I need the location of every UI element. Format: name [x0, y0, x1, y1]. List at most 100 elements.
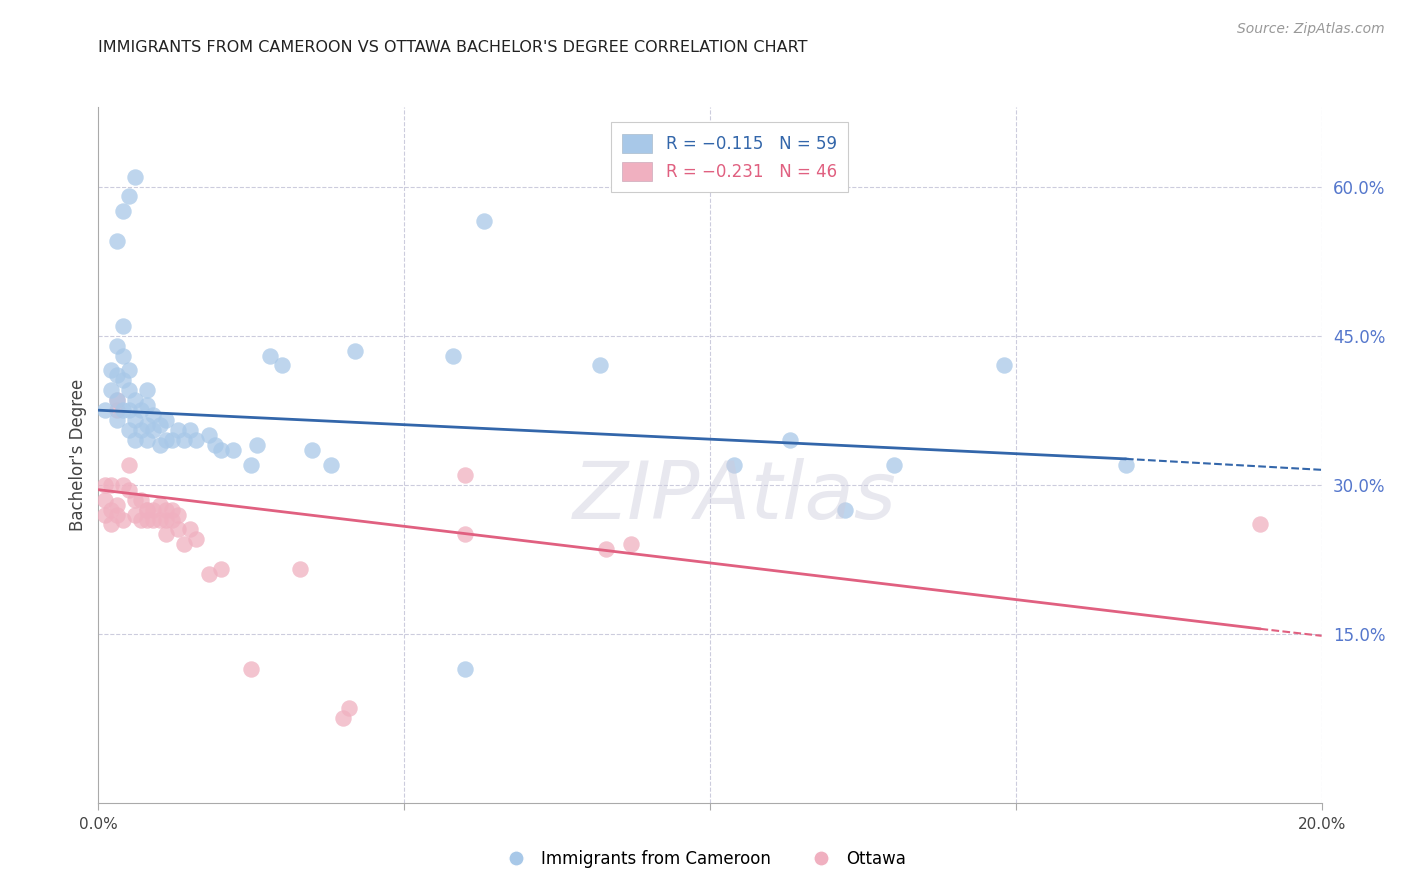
Point: [619, 537, 641, 551]
Point: [186, 533, 208, 547]
Point: [118, 363, 141, 377]
Point: [155, 527, 177, 541]
Point: [111, 204, 134, 219]
Point: [100, 517, 122, 532]
Point: [129, 492, 152, 507]
Point: [136, 502, 159, 516]
Point: [142, 502, 165, 516]
Point: [105, 393, 128, 408]
Point: [105, 368, 128, 383]
Point: [222, 442, 245, 457]
Point: [111, 318, 134, 333]
Point: [454, 467, 477, 482]
Point: [118, 423, 141, 437]
Point: [142, 423, 165, 437]
Text: IMMIGRANTS FROM CAMEROON VS OTTAWA BACHELOR'S DEGREE CORRELATION CHART: IMMIGRANTS FROM CAMEROON VS OTTAWA BACHE…: [98, 40, 808, 55]
Point: [149, 418, 172, 433]
Point: [472, 214, 495, 228]
Point: [111, 373, 134, 387]
Point: [197, 567, 219, 582]
Point: [173, 537, 195, 551]
Point: [173, 433, 195, 447]
Point: [155, 413, 177, 427]
Point: [332, 711, 354, 725]
Point: [105, 393, 128, 408]
Point: [129, 512, 152, 526]
Point: [240, 662, 263, 676]
Point: [186, 433, 208, 447]
Point: [149, 438, 172, 452]
Point: [124, 169, 146, 184]
Legend: R = −0.115   N = 59, R = −0.231   N = 46: R = −0.115 N = 59, R = −0.231 N = 46: [610, 122, 848, 193]
Point: [454, 662, 477, 676]
Point: [124, 393, 146, 408]
Point: [129, 403, 152, 417]
Point: [142, 512, 165, 526]
Text: ZIPAtlas: ZIPAtlas: [572, 458, 897, 536]
Point: [1249, 517, 1271, 532]
Point: [124, 508, 146, 522]
Point: [259, 349, 281, 363]
Point: [118, 384, 141, 398]
Y-axis label: Bachelor's Degree: Bachelor's Degree: [69, 379, 87, 531]
Point: [100, 384, 122, 398]
Point: [240, 458, 263, 472]
Point: [319, 458, 342, 472]
Point: [136, 433, 159, 447]
Point: [118, 483, 141, 497]
Point: [209, 442, 232, 457]
Point: [167, 423, 190, 437]
Point: [160, 433, 183, 447]
Point: [100, 477, 122, 491]
Point: [105, 234, 128, 248]
Point: [100, 363, 122, 377]
Point: [209, 562, 232, 576]
Point: [93, 492, 115, 507]
Point: [441, 349, 464, 363]
Point: [246, 438, 269, 452]
Point: [105, 508, 128, 522]
Point: [589, 359, 612, 373]
Point: [105, 413, 128, 427]
Point: [105, 498, 128, 512]
Point: [100, 502, 122, 516]
Point: [118, 403, 141, 417]
Point: [290, 562, 312, 576]
Point: [118, 458, 141, 472]
Point: [179, 523, 201, 537]
Point: [105, 403, 128, 417]
Point: [723, 458, 745, 472]
Point: [167, 523, 190, 537]
Point: [834, 502, 856, 516]
Point: [111, 477, 134, 491]
Point: [454, 527, 477, 541]
Point: [93, 508, 115, 522]
Point: [124, 433, 146, 447]
Point: [160, 502, 183, 516]
Point: [124, 492, 146, 507]
Point: [197, 428, 219, 442]
Point: [136, 418, 159, 433]
Point: [118, 189, 141, 203]
Point: [136, 384, 159, 398]
Point: [344, 343, 367, 358]
Point: [111, 512, 134, 526]
Point: [136, 398, 159, 412]
Point: [155, 502, 177, 516]
Point: [301, 442, 323, 457]
Point: [111, 403, 134, 417]
Point: [142, 408, 165, 422]
Point: [105, 338, 128, 352]
Point: [155, 433, 177, 447]
Point: [179, 423, 201, 437]
Point: [167, 508, 190, 522]
Point: [160, 512, 183, 526]
Legend: Immigrants from Cameroon, Ottawa: Immigrants from Cameroon, Ottawa: [494, 844, 912, 875]
Point: [883, 458, 905, 472]
Point: [779, 433, 801, 447]
Point: [155, 512, 177, 526]
Point: [111, 349, 134, 363]
Point: [124, 413, 146, 427]
Point: [337, 701, 360, 715]
Point: [149, 512, 172, 526]
